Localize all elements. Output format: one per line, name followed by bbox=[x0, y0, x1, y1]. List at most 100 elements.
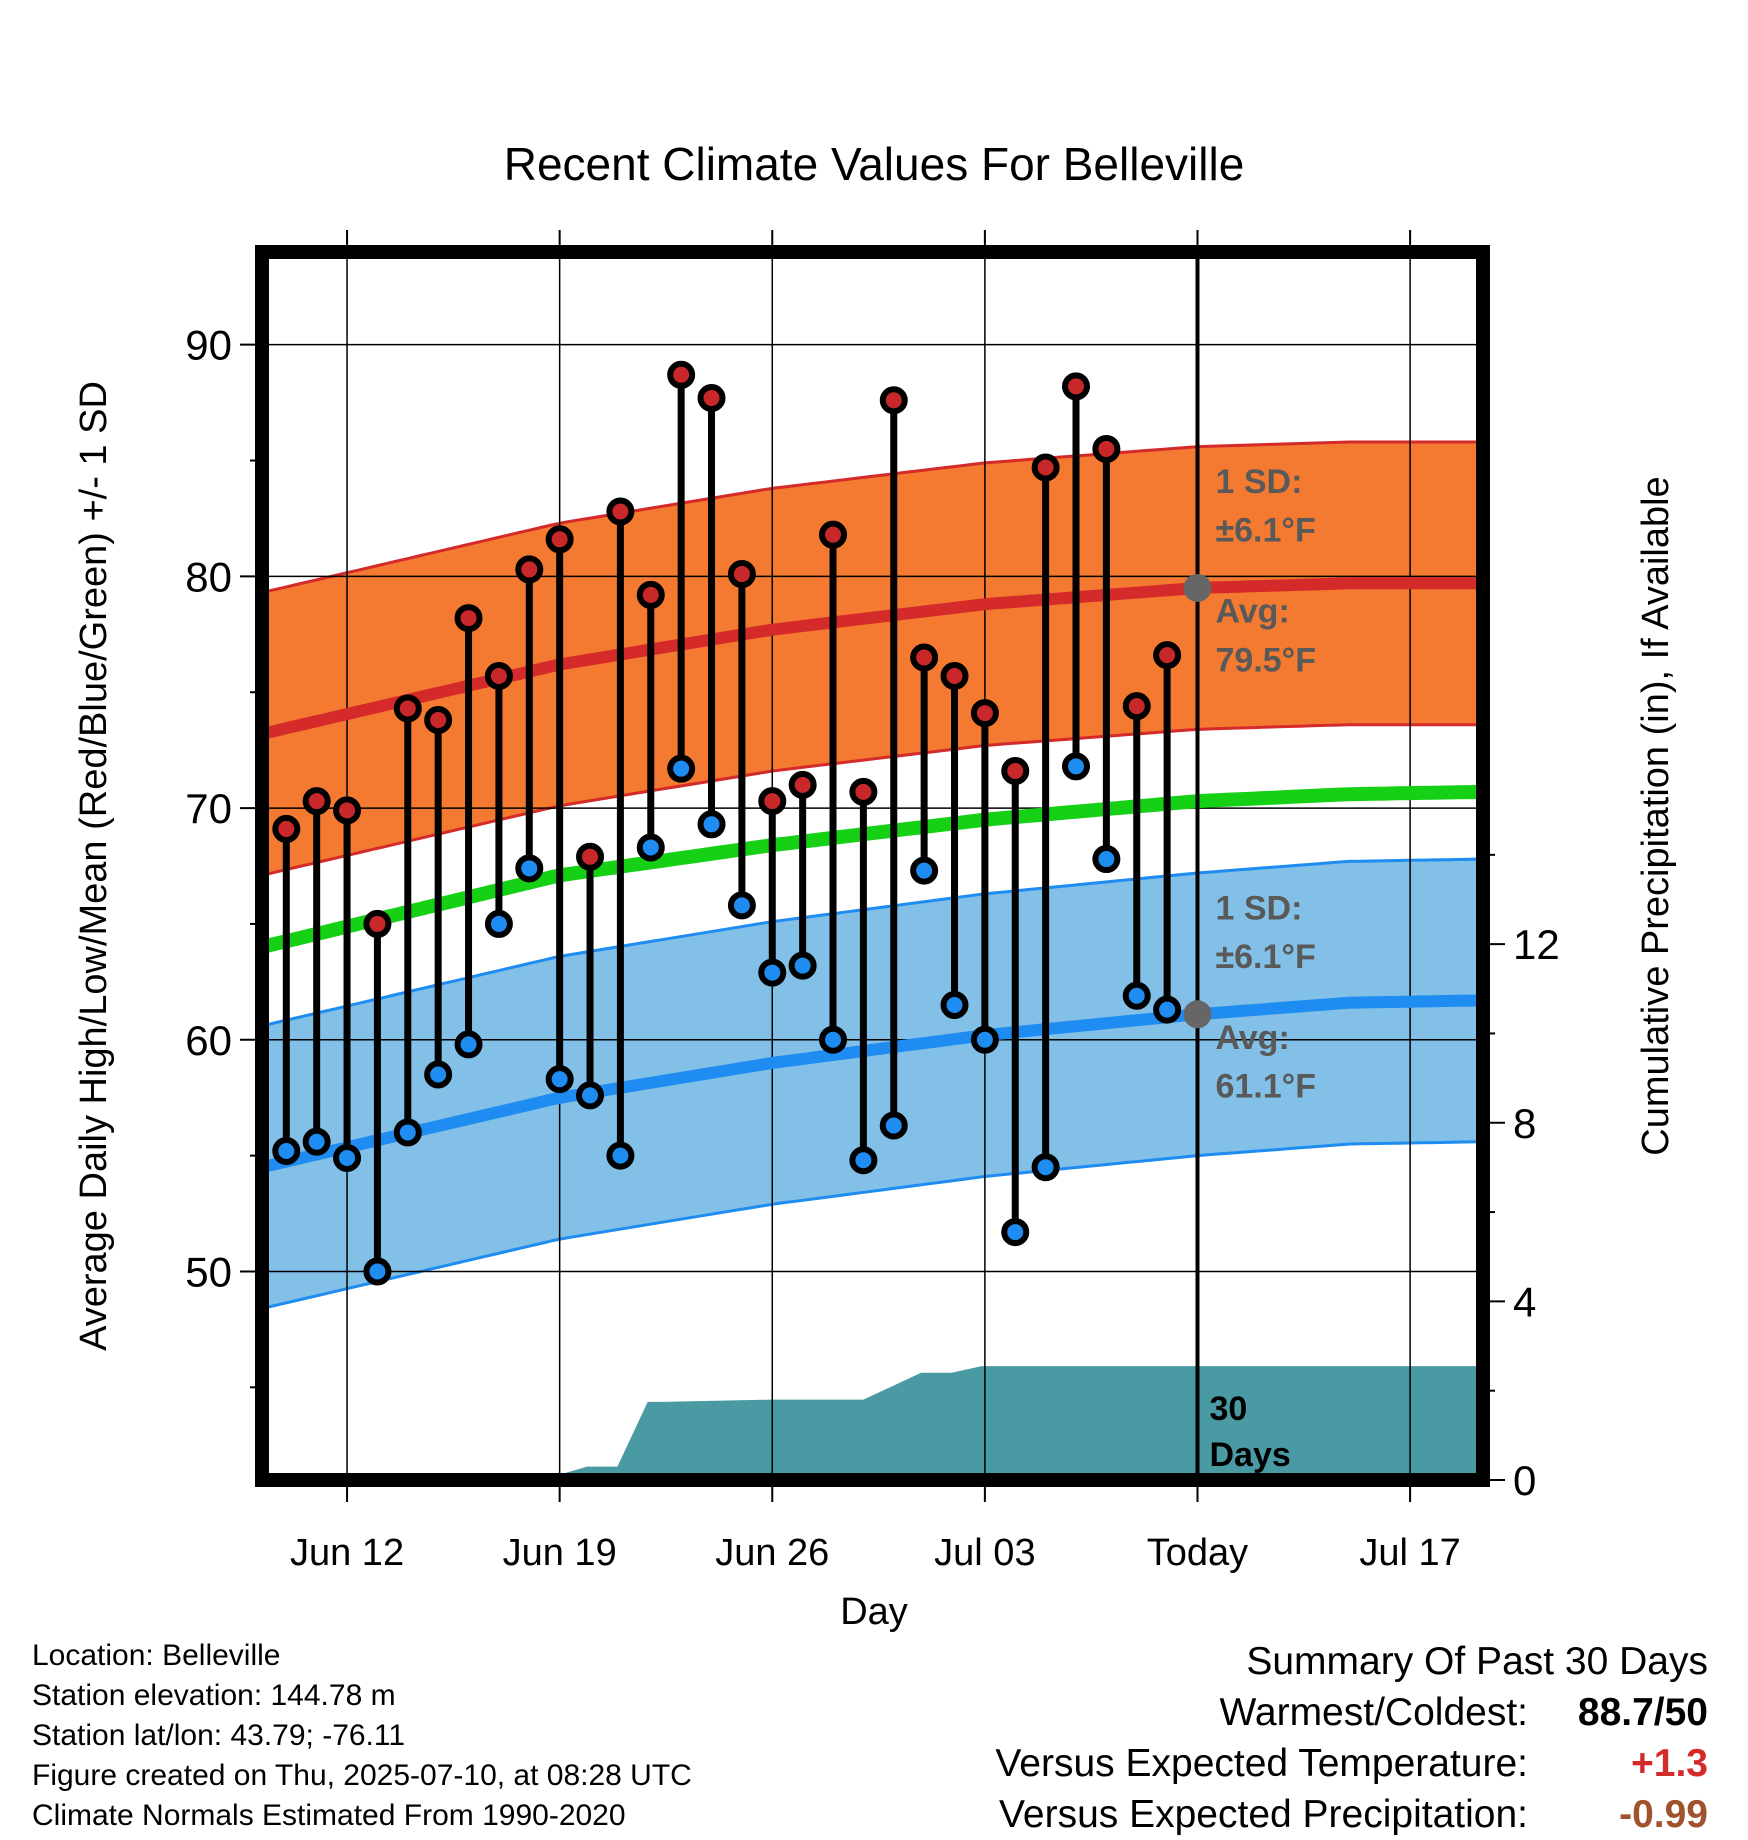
normals-text: Climate Normals Estimated From 1990-2020 bbox=[32, 1799, 626, 1832]
observed-low-point bbox=[393, 1118, 422, 1147]
observed-high-point bbox=[879, 386, 908, 415]
observed-high-point bbox=[697, 383, 726, 412]
elevation-text: Station elevation: 144.78 m bbox=[32, 1679, 396, 1712]
x-tick-label: Jun 12 bbox=[290, 1532, 404, 1574]
observed-high-point bbox=[819, 520, 848, 549]
observed-high-point bbox=[758, 787, 787, 816]
avg-high-title: Avg: bbox=[1215, 593, 1289, 631]
observed-high-point bbox=[1031, 453, 1060, 482]
latlon-text: Station lat/lon: 43.79; -76.11 bbox=[32, 1719, 406, 1752]
observed-high-point bbox=[1153, 641, 1182, 670]
observed-low-point bbox=[727, 891, 756, 920]
sd-high-title: 1 SD: bbox=[1215, 463, 1302, 501]
x-tick-label: Jul 17 bbox=[1359, 1532, 1460, 1574]
sd-high-value: ±6.1°F bbox=[1215, 512, 1315, 550]
summary-warmest-row: Warmest/Coldest: 88.7/50 bbox=[995, 1687, 1708, 1738]
observed-low-point bbox=[272, 1136, 301, 1165]
station-info: Location: Belleville Station elevation: … bbox=[32, 1636, 692, 1836]
today-avg-high-marker bbox=[1183, 573, 1212, 602]
observed-low-point bbox=[545, 1065, 574, 1094]
y2-tick-label: 4 bbox=[1513, 1278, 1536, 1325]
today-avg-low-marker bbox=[1183, 1000, 1212, 1029]
observed-low-point bbox=[940, 991, 969, 1020]
observed-high-point bbox=[606, 497, 635, 526]
observed-high-point bbox=[576, 842, 605, 871]
observed-low-point bbox=[1153, 995, 1182, 1024]
observed-low-point bbox=[1062, 752, 1090, 781]
observed-low-point bbox=[788, 951, 817, 980]
observed-low-point bbox=[363, 1257, 392, 1286]
y-tick-label: 50 bbox=[185, 1248, 232, 1295]
observed-low-point bbox=[484, 909, 513, 938]
observed-low-point bbox=[515, 854, 544, 883]
observed-high-point bbox=[1122, 692, 1151, 721]
observed-high-point bbox=[910, 643, 939, 672]
observed-high-point bbox=[1092, 434, 1121, 463]
y2-tick-label: 12 bbox=[1513, 921, 1560, 968]
observed-low-point bbox=[1122, 981, 1151, 1010]
observed-high-point bbox=[484, 662, 513, 691]
summary-precip-row: Versus Expected Precipitation: -0.99 bbox=[995, 1789, 1708, 1840]
observed-low-point bbox=[667, 754, 696, 783]
observed-low-point bbox=[424, 1060, 453, 1089]
y-tick-label: 70 bbox=[185, 785, 232, 832]
precip-label: Versus Expected Precipitation: bbox=[999, 1793, 1528, 1836]
plot-area bbox=[262, 252, 1483, 1480]
y2-tick-label: 8 bbox=[1513, 1100, 1536, 1147]
observed-low-point bbox=[606, 1141, 635, 1170]
observed-low-point bbox=[636, 833, 665, 862]
normal-low-line bbox=[262, 994, 1483, 1174]
precip-days-label-1: 30 bbox=[1209, 1390, 1247, 1428]
x-tick-label: Today bbox=[1147, 1532, 1248, 1574]
observed-low-point bbox=[333, 1143, 362, 1172]
observed-high-point bbox=[667, 360, 696, 389]
observed-high-point bbox=[1062, 372, 1090, 401]
observed-high-point bbox=[849, 777, 878, 806]
avg-high-value: 79.5°F bbox=[1215, 641, 1316, 679]
observed-low-point bbox=[576, 1081, 605, 1110]
y-axis-label: Average Daily High/Low/Mean (Red/Blue/Gr… bbox=[73, 381, 115, 1351]
precipitation-area bbox=[262, 1366, 1483, 1480]
observed-high-point bbox=[545, 525, 574, 554]
chart-title: Recent Climate Values For Belleville bbox=[504, 138, 1245, 190]
observed-high-point bbox=[333, 796, 362, 825]
observed-high-point bbox=[1001, 757, 1030, 786]
precip-value: -0.99 bbox=[1619, 1793, 1708, 1836]
summary-title-text: Summary Of Past 30 Days bbox=[1246, 1640, 1708, 1683]
created-text: Figure created on Thu, 2025-07-10, at 08… bbox=[32, 1759, 692, 1792]
low-sd-band bbox=[262, 857, 1483, 1311]
observed-high-point bbox=[272, 814, 301, 843]
observed-high-point bbox=[970, 699, 999, 728]
observed-high-point bbox=[727, 560, 756, 589]
observed-low-point bbox=[849, 1146, 878, 1175]
warmest-value: 88.7/50 bbox=[1577, 1691, 1708, 1734]
avg-low-title: Avg: bbox=[1215, 1019, 1289, 1057]
summary-temp-row: Versus Expected Temperature: +1.3 bbox=[995, 1738, 1708, 1789]
warmest-label: Warmest/Coldest: bbox=[1219, 1691, 1528, 1734]
observed-low-point bbox=[697, 810, 726, 839]
observed-high-point bbox=[454, 604, 483, 633]
y-tick-label: 80 bbox=[185, 553, 232, 600]
observed-high-point bbox=[302, 787, 331, 816]
observed-high-point bbox=[940, 662, 969, 691]
observed-high-point bbox=[424, 706, 453, 735]
avg-low-value: 61.1°F bbox=[1215, 1068, 1316, 1106]
sd-low-title: 1 SD: bbox=[1215, 889, 1302, 927]
observed-high-point bbox=[515, 555, 544, 584]
observed-low-point bbox=[302, 1127, 331, 1156]
temp-label: Versus Expected Temperature: bbox=[995, 1742, 1528, 1785]
observed-low-point bbox=[970, 1025, 999, 1054]
y2-tick-label: 0 bbox=[1513, 1457, 1536, 1504]
observed-low-point bbox=[1001, 1218, 1030, 1247]
observed-low-point bbox=[1031, 1153, 1060, 1182]
observed-high-point bbox=[788, 770, 817, 799]
observed-low-point bbox=[1092, 845, 1121, 874]
observed-high-point bbox=[393, 694, 422, 723]
x-tick-label: Jun 26 bbox=[715, 1532, 829, 1574]
observed-high-point bbox=[636, 580, 665, 609]
observed-low-point bbox=[819, 1025, 848, 1054]
plot-frame bbox=[255, 245, 1490, 1487]
y2-axis-label: Cumulative Precipitation (in), If Availa… bbox=[1635, 476, 1677, 1155]
location-text: Location: Belleville bbox=[32, 1639, 281, 1672]
